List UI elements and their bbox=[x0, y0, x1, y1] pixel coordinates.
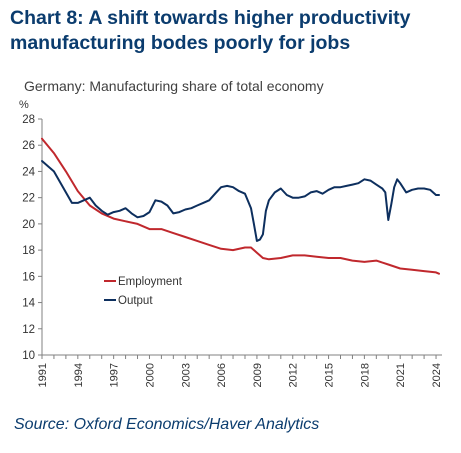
y-tick-label: 24 bbox=[22, 166, 35, 178]
x-tick-label: 2021 bbox=[395, 363, 407, 387]
x-tick-label: 2000 bbox=[144, 363, 156, 387]
x-tick-label: 2018 bbox=[359, 363, 371, 387]
x-tick-label: 2024 bbox=[431, 363, 443, 387]
series-lines bbox=[41, 137, 440, 275]
x-tick-label: 2006 bbox=[216, 363, 228, 387]
y-axis-ticks: 10 12 14 16 18 20 22 24 26 28 bbox=[22, 114, 42, 362]
y-tick-label: 14 bbox=[22, 298, 35, 310]
x-axis-ticks: 1991 1994 1997 2000 2003 2006 2009 2012 2015 2018… bbox=[37, 355, 443, 387]
chart-subtitle: Germany: Manufacturing share of total ec… bbox=[24, 78, 324, 94]
y-tick-label: 22 bbox=[22, 193, 35, 205]
x-tick-label: 2003 bbox=[180, 363, 192, 387]
x-tick-label: 1994 bbox=[73, 363, 85, 387]
axes bbox=[41, 119, 442, 356]
y-axis-unit-label: % bbox=[19, 99, 29, 111]
x-tick-label: 1991 bbox=[37, 363, 49, 387]
y-tick-label: 16 bbox=[22, 271, 35, 283]
y-tick-label: 20 bbox=[22, 219, 35, 231]
chart-title: Chart 8: A shift towards higher producti… bbox=[10, 7, 411, 54]
x-tick-label: 2015 bbox=[324, 363, 336, 387]
y-tick-label: 28 bbox=[22, 114, 35, 126]
y-tick-label: 12 bbox=[22, 324, 35, 336]
y-tick-label: 18 bbox=[22, 245, 35, 257]
legend-label-output: Output bbox=[118, 295, 153, 307]
x-tick-label: 2009 bbox=[252, 363, 264, 387]
y-tick-label: 26 bbox=[22, 140, 35, 152]
y-tick-label: 10 bbox=[22, 350, 35, 362]
legend: Employment Output bbox=[104, 276, 183, 307]
x-tick-label: 2012 bbox=[288, 363, 300, 387]
source-note: Source: Oxford Economics/Haver Analytics bbox=[14, 416, 320, 433]
series-line-employment bbox=[41, 137, 440, 275]
x-tick-label: 1997 bbox=[109, 363, 121, 387]
legend-label-employment: Employment bbox=[118, 276, 183, 288]
series-line-output bbox=[41, 160, 440, 242]
